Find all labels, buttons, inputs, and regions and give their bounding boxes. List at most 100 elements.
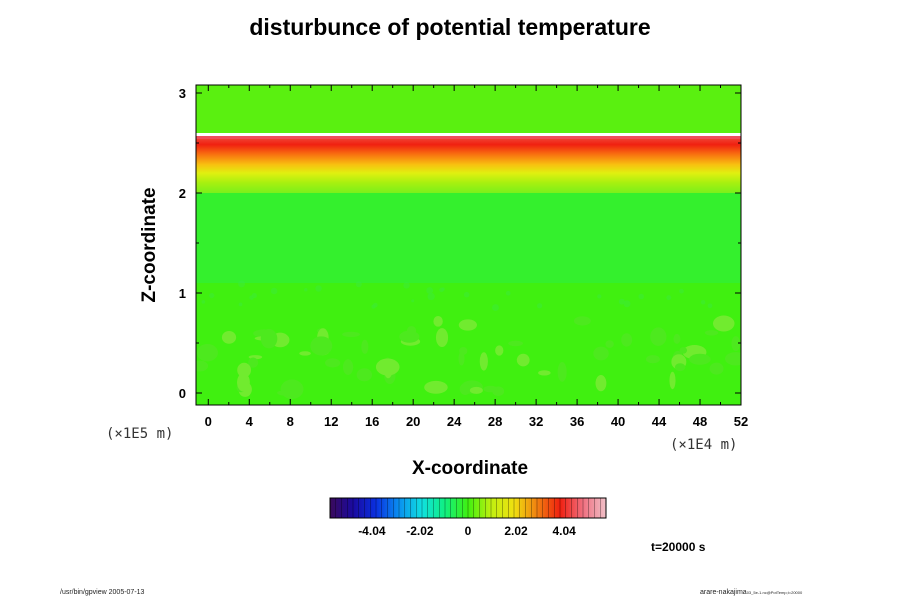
plume bbox=[650, 327, 667, 346]
plume bbox=[605, 340, 614, 348]
plume-dot bbox=[315, 285, 322, 292]
plume bbox=[689, 353, 711, 365]
plume bbox=[495, 345, 504, 356]
x-tick-label: 20 bbox=[406, 414, 420, 429]
plume-dot bbox=[679, 288, 684, 294]
x-tick-label: 28 bbox=[488, 414, 502, 429]
plume bbox=[669, 371, 676, 390]
footer-left: /usr/bin/gpview 2005-07-13 bbox=[60, 589, 145, 596]
plume bbox=[593, 346, 609, 361]
plume-dot bbox=[270, 287, 278, 295]
plume-dot bbox=[209, 292, 215, 299]
y-axis-unit: (×1E5 m) bbox=[106, 426, 174, 442]
plume-dot bbox=[427, 292, 435, 301]
plume-dot bbox=[403, 282, 410, 289]
colorbar-tick-label: -2.02 bbox=[406, 524, 434, 538]
plume-dot bbox=[463, 291, 470, 298]
plume bbox=[673, 333, 681, 344]
plume bbox=[469, 386, 483, 394]
plume bbox=[342, 331, 360, 338]
band-edge bbox=[196, 136, 741, 139]
plume-dot bbox=[373, 302, 378, 308]
plume-dot bbox=[304, 288, 308, 292]
plume-dot bbox=[618, 298, 625, 305]
plume bbox=[621, 333, 633, 347]
colorbar-tick-label: 2.02 bbox=[504, 524, 528, 538]
plume bbox=[709, 362, 724, 375]
plume bbox=[538, 370, 551, 376]
field-layer-2 bbox=[196, 136, 741, 193]
y-tick-label: 2 bbox=[179, 186, 186, 201]
y-tick-label: 0 bbox=[179, 386, 186, 401]
plume bbox=[356, 368, 373, 382]
plume bbox=[237, 362, 252, 378]
plume bbox=[435, 328, 449, 348]
plume bbox=[325, 358, 341, 368]
plume-dot bbox=[201, 300, 206, 304]
plume bbox=[361, 339, 369, 354]
x-tick-label: 32 bbox=[529, 414, 543, 429]
plume bbox=[573, 316, 591, 326]
plume-dot bbox=[355, 281, 362, 288]
plume bbox=[704, 330, 719, 336]
plume bbox=[458, 351, 465, 366]
plume bbox=[674, 363, 686, 372]
colorbar-tick-label: -4.04 bbox=[358, 524, 386, 538]
plume-dot bbox=[249, 295, 254, 300]
y-tick-label: 3 bbox=[179, 86, 186, 101]
plume bbox=[196, 343, 218, 362]
field-layer-3 bbox=[196, 193, 741, 283]
chart-title: disturbunce of potential temperature bbox=[249, 14, 651, 40]
x-tick-label: 52 bbox=[734, 414, 748, 429]
x-tick-label: 40 bbox=[611, 414, 625, 429]
x-axis-unit: (×1E4 m) bbox=[670, 437, 738, 453]
x-tick-label: 0 bbox=[205, 414, 212, 429]
plume bbox=[310, 336, 333, 356]
colorbar-tick-label: 4.04 bbox=[552, 524, 576, 538]
plume-dot bbox=[238, 280, 246, 288]
x-tick-label: 24 bbox=[447, 414, 462, 429]
plume bbox=[645, 355, 660, 364]
plume-dot bbox=[666, 295, 672, 301]
plume bbox=[508, 340, 524, 347]
field-layer-1 bbox=[196, 133, 741, 136]
field-layer-0 bbox=[196, 85, 741, 133]
x-tick-label: 8 bbox=[287, 414, 294, 429]
plume-dot bbox=[439, 287, 444, 293]
plume-dot bbox=[441, 287, 445, 291]
x-tick-label: 48 bbox=[693, 414, 707, 429]
plume bbox=[299, 351, 311, 356]
x-tick-label: 12 bbox=[324, 414, 338, 429]
colorbar-frame bbox=[329, 497, 607, 519]
plume bbox=[248, 357, 259, 368]
plume-dot bbox=[505, 290, 511, 296]
plume bbox=[516, 353, 530, 367]
plume-dot bbox=[707, 303, 713, 309]
plume bbox=[221, 330, 237, 344]
plume-texture bbox=[196, 280, 741, 400]
plume-dot bbox=[371, 304, 376, 309]
plot-area bbox=[196, 85, 741, 405]
footer-right-file: 03_5e-1.nc@PotTemp,t=20000 bbox=[746, 590, 803, 595]
plume bbox=[731, 336, 741, 352]
plume-dot bbox=[597, 294, 602, 299]
footer-right: arare-nakajima03_5e-1.nc@PotTemp,t=20000 bbox=[700, 589, 802, 596]
plume bbox=[713, 315, 735, 332]
plume bbox=[277, 390, 295, 396]
plume-dot bbox=[426, 287, 434, 294]
plume bbox=[375, 358, 400, 376]
plume-dot bbox=[700, 300, 706, 305]
plume bbox=[679, 347, 688, 354]
plot-frame bbox=[195, 84, 742, 406]
plume-dot bbox=[251, 293, 257, 299]
plume bbox=[406, 325, 417, 336]
plume-dot bbox=[238, 302, 243, 307]
plume bbox=[557, 362, 567, 382]
plume bbox=[260, 328, 278, 349]
plume bbox=[433, 315, 443, 327]
plume bbox=[483, 385, 498, 393]
plume bbox=[458, 319, 477, 331]
y-tick-label: 1 bbox=[179, 286, 186, 301]
plume bbox=[595, 374, 607, 392]
